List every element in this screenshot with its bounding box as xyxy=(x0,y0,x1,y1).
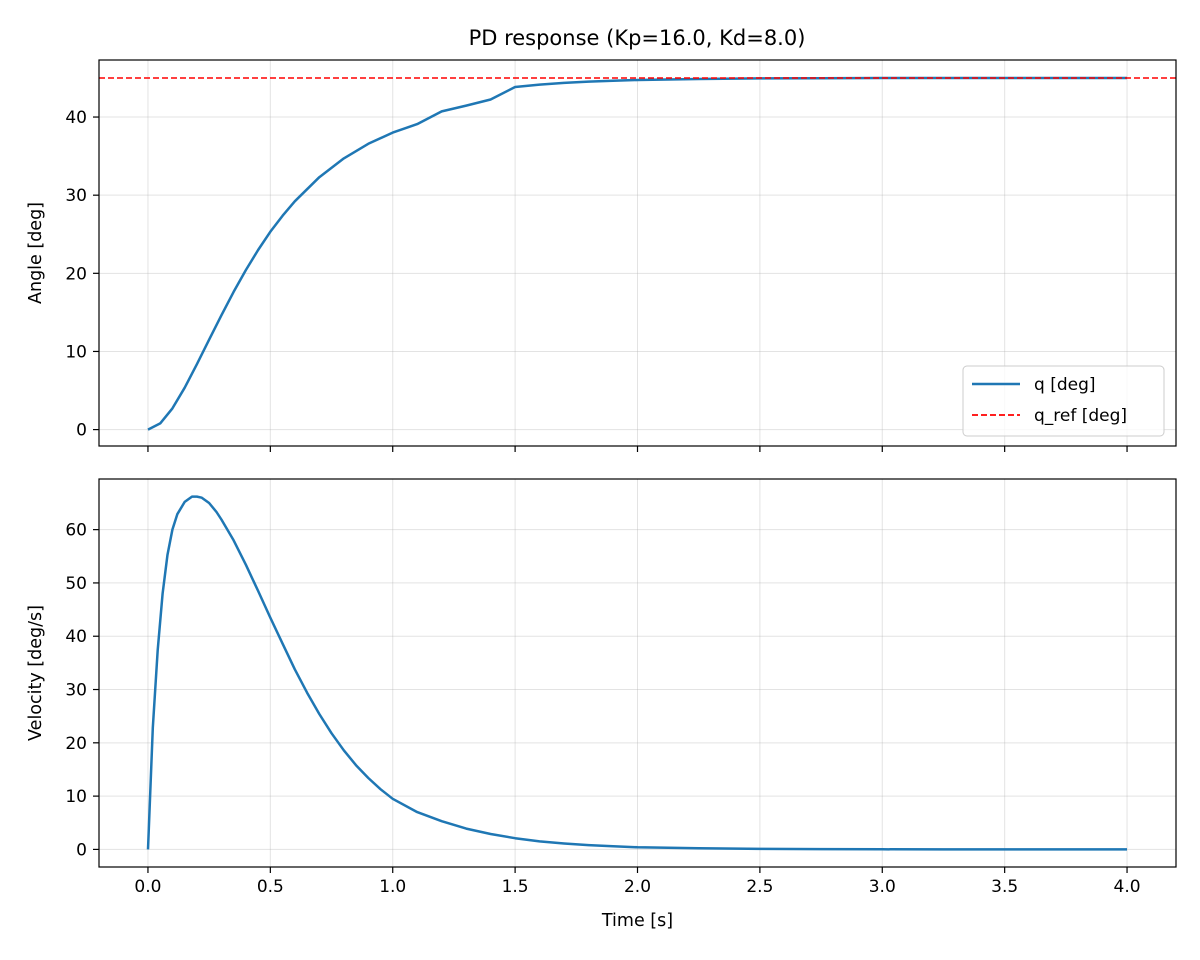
velocity-y-tick-label: 50 xyxy=(65,574,87,594)
x-tick-label: 0.0 xyxy=(134,877,161,897)
angle-ticks: 0 10 20 30 40 xyxy=(65,108,1128,452)
velocity-y-tick-label: 0 xyxy=(76,840,87,860)
angle-y-tick-label: 30 xyxy=(65,186,87,206)
angle-y-tick-label: 0 xyxy=(76,421,87,441)
x-tick-label: 0.5 xyxy=(257,877,284,897)
x-tick-label: 3.0 xyxy=(869,877,896,897)
angle-y-tick-label: 20 xyxy=(65,264,87,284)
velocity-y-tick-label: 10 xyxy=(65,787,87,807)
velocity-y-tick-label: 20 xyxy=(65,734,87,754)
angle-q-line xyxy=(147,76,1127,431)
velocity-axes: 0.0 0.5 1.0 1.5 2.0 2.5 3.0 3.5 4.0 0 10 20 30 40 50 60… xyxy=(26,478,1177,931)
angle-y-axis-label: Angle [deg] xyxy=(26,202,46,304)
x-tick-label: 1.5 xyxy=(502,877,529,897)
legend-q-label: q [deg] xyxy=(1034,375,1096,395)
velocity-y-tick-label: 60 xyxy=(65,521,87,541)
legend: q [deg] q_ref [deg] xyxy=(962,365,1165,437)
x-tick-label: 2.5 xyxy=(746,877,773,897)
angle-y-tick-label: 10 xyxy=(65,342,87,362)
x-axis-label: Time [s] xyxy=(601,911,673,931)
velocity-y-axis-label: Velocity [deg/s] xyxy=(26,605,46,741)
x-tick-label: 4.0 xyxy=(1114,877,1141,897)
velocity-ticks: 0.0 0.5 1.0 1.5 2.0 2.5 3.0 3.5 4.0 0 10 20 30 40 50 60 xyxy=(65,521,1140,897)
chart-title: PD response (Kp=16.0, Kd=8.0) xyxy=(469,26,806,50)
angle-series xyxy=(99,76,1176,431)
velocity-y-tick-label: 40 xyxy=(65,627,87,647)
velocity-velocity-line xyxy=(146,495,1127,851)
x-tick-label: 3.5 xyxy=(991,877,1018,897)
legend-q-ref-label: q_ref [deg] xyxy=(1034,406,1127,426)
angle-axes: 0 10 20 30 40 Angle [deg] xyxy=(26,59,1177,452)
velocity-y-tick-label: 30 xyxy=(65,681,87,701)
angle-y-tick-label: 40 xyxy=(65,108,87,128)
x-tick-label: 2.0 xyxy=(624,877,651,897)
velocity-series xyxy=(146,495,1127,851)
velocity-grid xyxy=(99,479,1176,867)
x-tick-label: 1.0 xyxy=(379,877,406,897)
